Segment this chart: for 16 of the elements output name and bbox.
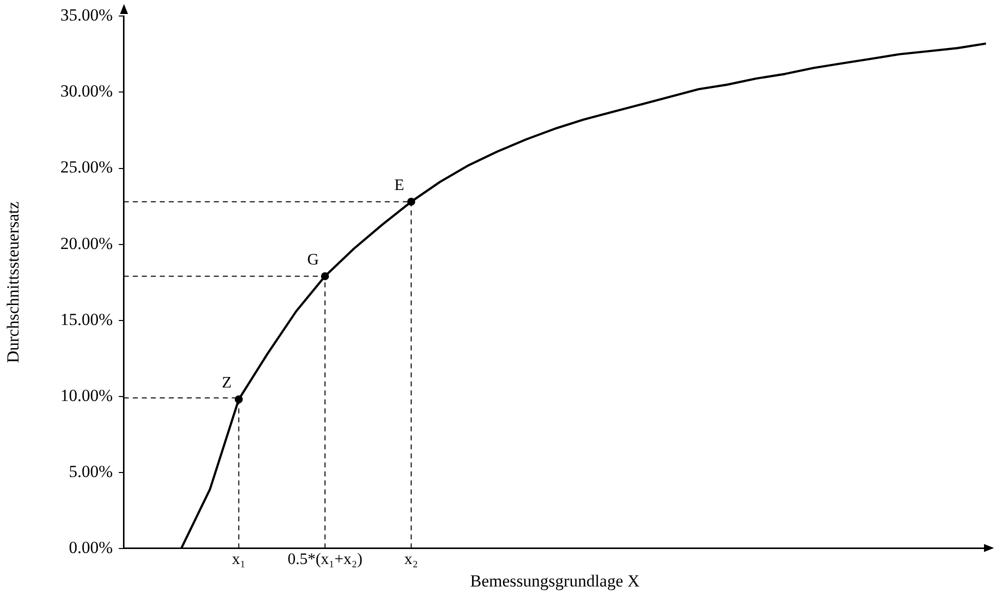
y-tick-label: 35.00% [60,6,113,25]
y-axis-title: Durchschnittssteuersatz [4,201,23,364]
y-tick-label: 30.00% [60,82,113,101]
y-tick-label: 10.00% [60,386,113,405]
y-tick-label: 25.00% [60,158,113,177]
y-tick-label: 5.00% [68,462,113,481]
x-tick-label: x₁ [232,551,246,568]
x-tick-label: 0.5*(x₁+x₂) [288,551,362,568]
x-axis-title: Bemessungsgrundlage X [470,571,640,590]
annotation: E [394,176,404,194]
y-tick-label: 20.00% [60,234,113,253]
x-tick-label: x₂ [404,551,418,568]
annotation: Z [222,374,232,392]
y-tick-label: 0.00% [68,538,113,557]
y-tick-label: 15.00% [60,310,113,329]
annotation: G [307,251,320,268]
